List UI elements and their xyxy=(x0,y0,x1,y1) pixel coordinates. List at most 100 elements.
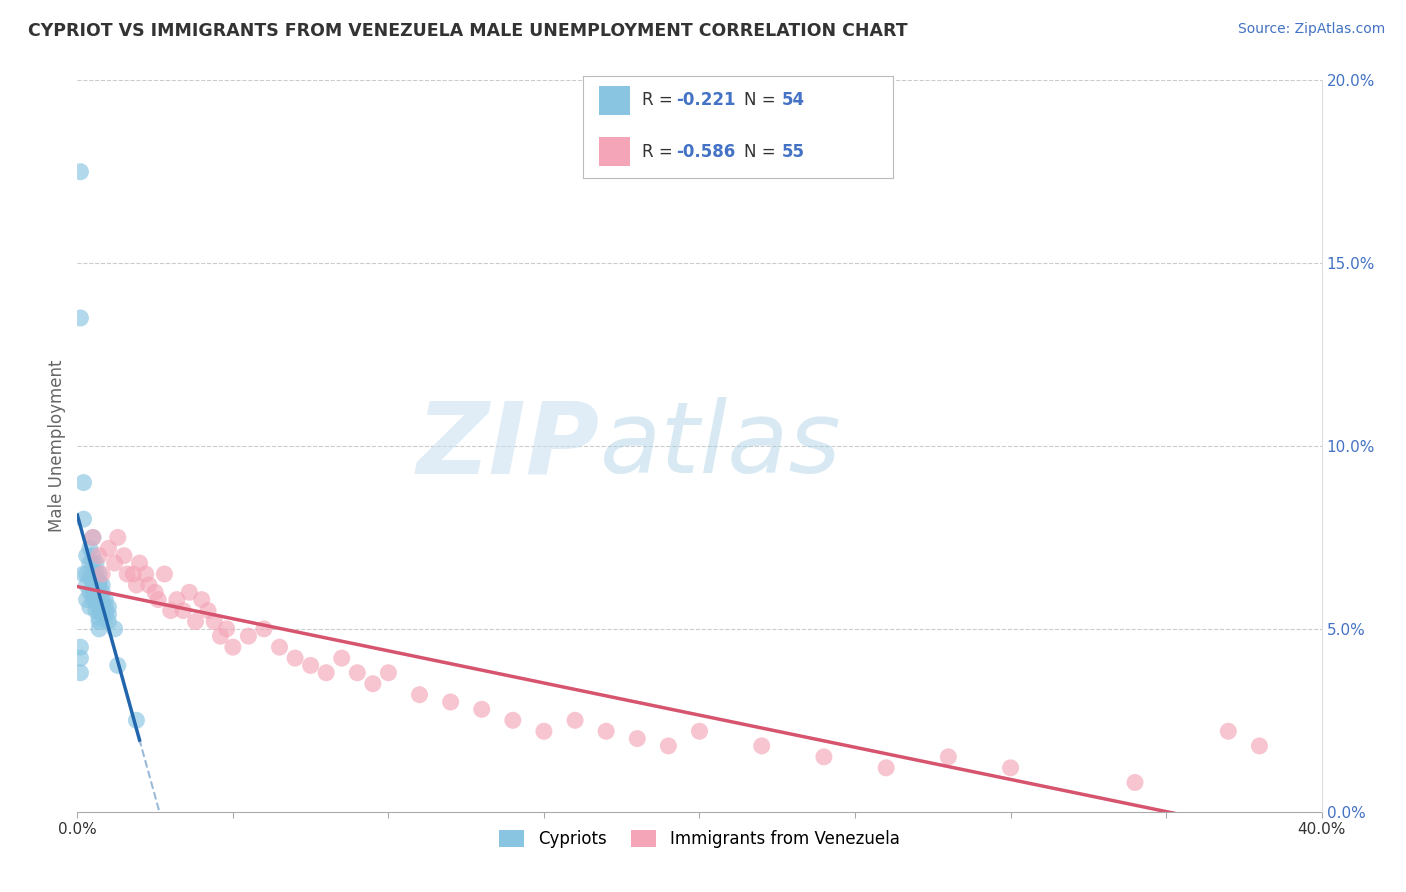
Point xyxy=(91,607,114,622)
Point xyxy=(72,475,94,490)
Point xyxy=(107,658,129,673)
Point xyxy=(253,622,276,636)
Point xyxy=(215,622,238,636)
Point xyxy=(91,567,114,582)
Point xyxy=(97,607,120,622)
Point xyxy=(87,615,110,629)
Point xyxy=(299,658,322,673)
Point xyxy=(69,651,91,665)
Point xyxy=(377,665,399,680)
Point xyxy=(115,567,138,582)
Point xyxy=(72,567,94,582)
Point xyxy=(82,567,104,582)
Point xyxy=(1249,739,1271,753)
Text: 54: 54 xyxy=(782,92,804,110)
Point xyxy=(222,640,245,655)
Point xyxy=(502,714,524,728)
Point xyxy=(626,731,648,746)
Point xyxy=(84,592,107,607)
Point xyxy=(79,585,101,599)
Point xyxy=(284,651,307,665)
Point xyxy=(179,585,201,599)
Text: -0.221: -0.221 xyxy=(676,92,735,110)
Point xyxy=(97,541,120,556)
Point xyxy=(84,603,107,617)
Point xyxy=(69,310,91,325)
Point xyxy=(82,530,104,544)
Point xyxy=(751,739,773,753)
Point xyxy=(330,651,353,665)
Point xyxy=(69,164,91,178)
Point xyxy=(87,549,110,563)
Point xyxy=(76,549,98,563)
Point xyxy=(408,688,430,702)
Point xyxy=(657,739,679,753)
Point xyxy=(79,599,101,614)
Point xyxy=(104,556,127,570)
Point xyxy=(84,567,107,582)
Point xyxy=(190,592,214,607)
Point xyxy=(91,585,114,599)
Point xyxy=(361,676,384,690)
Point xyxy=(87,574,110,589)
Point xyxy=(128,556,150,570)
Text: -0.586: -0.586 xyxy=(676,143,735,161)
Point xyxy=(82,592,104,607)
Text: R =: R = xyxy=(643,143,678,161)
Point xyxy=(79,556,101,570)
Point xyxy=(82,530,104,544)
Point xyxy=(82,578,104,592)
Point xyxy=(82,549,104,563)
Point xyxy=(209,629,232,643)
Point xyxy=(79,541,101,556)
Text: N =: N = xyxy=(744,92,782,110)
Point xyxy=(87,611,110,625)
Point xyxy=(936,749,959,764)
Y-axis label: Male Unemployment: Male Unemployment xyxy=(48,359,66,533)
Point xyxy=(76,578,98,592)
Point xyxy=(87,622,110,636)
Point xyxy=(166,592,188,607)
Point xyxy=(84,578,107,592)
Point xyxy=(1218,724,1240,739)
Point xyxy=(91,599,114,614)
Point xyxy=(148,592,170,607)
Point xyxy=(595,724,617,739)
Point xyxy=(172,603,194,617)
Point xyxy=(112,549,135,563)
Point xyxy=(97,615,120,629)
Point xyxy=(269,640,291,655)
Point xyxy=(87,603,110,617)
Point xyxy=(197,603,219,617)
Point xyxy=(238,629,260,643)
Point xyxy=(82,556,104,570)
Bar xyxy=(599,137,630,166)
Point xyxy=(143,585,166,599)
Point xyxy=(84,585,107,599)
Point xyxy=(87,592,110,607)
Point xyxy=(315,665,337,680)
Point xyxy=(76,567,98,582)
Point xyxy=(97,599,120,614)
Point xyxy=(159,603,181,617)
Text: CYPRIOT VS IMMIGRANTS FROM VENEZUELA MALE UNEMPLOYMENT CORRELATION CHART: CYPRIOT VS IMMIGRANTS FROM VENEZUELA MAL… xyxy=(28,22,908,40)
Point xyxy=(1000,761,1022,775)
Point xyxy=(82,585,104,599)
Point xyxy=(91,592,114,607)
Text: atlas: atlas xyxy=(600,398,842,494)
Point xyxy=(87,599,110,614)
Point xyxy=(125,714,148,728)
Point xyxy=(1123,775,1146,789)
Point xyxy=(87,585,110,599)
Point xyxy=(138,578,160,592)
Point xyxy=(135,567,157,582)
Point xyxy=(87,578,110,592)
Point xyxy=(76,592,98,607)
Point xyxy=(202,615,225,629)
Point xyxy=(87,567,110,582)
Text: Source: ZipAtlas.com: Source: ZipAtlas.com xyxy=(1237,22,1385,37)
Legend: Cypriots, Immigrants from Venezuela: Cypriots, Immigrants from Venezuela xyxy=(492,823,907,855)
Point xyxy=(72,512,94,526)
Point xyxy=(79,571,101,585)
Point xyxy=(689,724,711,739)
